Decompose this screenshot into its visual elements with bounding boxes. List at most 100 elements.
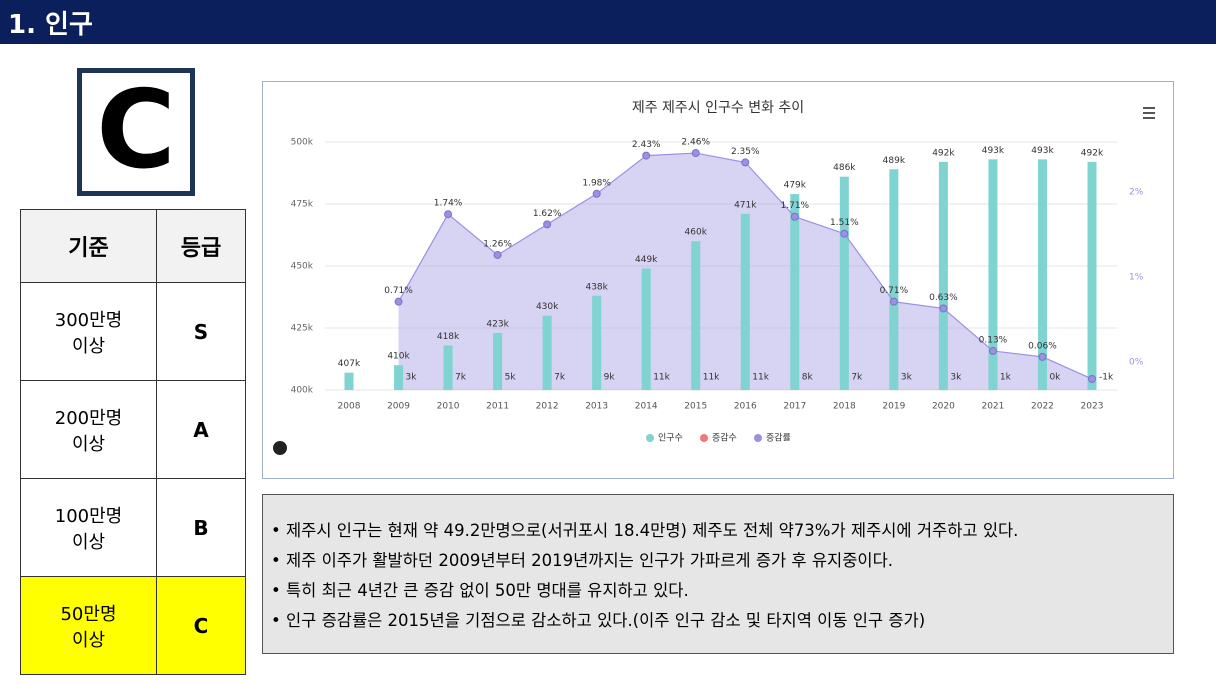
bar-label: 418k — [437, 332, 460, 342]
bar-label: 479k — [784, 181, 807, 191]
bullet-dot: • — [271, 551, 286, 570]
bar — [344, 372, 354, 390]
rate-point — [543, 220, 552, 229]
change-label: 5k — [505, 373, 517, 383]
bullet-text: 제주 이주가 활발하던 2009년부터 2019년까지는 인구가 가파르게 증가… — [285, 551, 893, 570]
table-cell: A — [156, 380, 246, 479]
x-tick-label: 2014 — [635, 402, 658, 412]
legend-label: 증감수 — [712, 432, 737, 444]
y-tick-label: 475k — [291, 200, 314, 210]
bullet: • 제주 이주가 활발하던 2009년부터 2019년까지는 인구가 가파르게 … — [271, 547, 1173, 577]
x-tick-label: 2020 — [932, 402, 955, 412]
y2-tick-label: 0% — [1129, 357, 1144, 367]
change-label: -1k — [1099, 373, 1114, 383]
grade-table: 기준 등급 300만명 이상 S 200만명 이상 A 100만명 이상 B 50만명 … — [20, 209, 246, 675]
bar-label: 407k — [338, 359, 361, 369]
rate-label: 0.71% — [880, 286, 909, 296]
x-tick-label: 2021 — [981, 402, 1004, 412]
rate-point — [1038, 352, 1047, 361]
bar — [443, 345, 453, 390]
bullet-dot: • — [271, 611, 286, 630]
table-header: 등급 — [156, 209, 246, 283]
table-cell: 100만명 이상 — [20, 478, 157, 577]
bar-label: 471k — [734, 200, 757, 210]
bullet: • 특히 최근 4년간 큰 증감 없이 50만 명대를 유지하고 있다. — [271, 577, 1173, 607]
bullet-dot: • — [271, 581, 286, 600]
change-label: 11k — [703, 373, 720, 383]
bullet-dot: • — [271, 521, 286, 540]
x-tick-label: 2015 — [684, 402, 707, 412]
bullet: • 제주시 인구는 현재 약 49.2만명으로(서귀포시 18.4만명) 제주도… — [271, 517, 1173, 547]
x-tick-label: 2009 — [387, 402, 410, 412]
y-tick-label: 425k — [291, 324, 314, 334]
bar — [691, 241, 701, 390]
rate-point — [741, 158, 750, 167]
bar-label: 493k — [1031, 146, 1054, 156]
x-tick-label: 2008 — [338, 402, 361, 412]
rate-point — [840, 229, 849, 238]
bar — [839, 176, 849, 390]
change-label: 9k — [604, 373, 616, 383]
change-label: 3k — [901, 373, 913, 383]
bar-label: 449k — [635, 255, 658, 265]
chart: 제주 제주시 인구수 변화 추이 400k 425k 450k 475k 500k 0% 1… — [273, 100, 1155, 455]
table-header: 기준 — [20, 209, 157, 283]
y-tick-label: 500k — [291, 138, 314, 148]
rate-label: 2.35% — [731, 147, 760, 157]
legend-swatch — [754, 434, 762, 442]
table-cell: 200만명 이상 — [20, 380, 157, 479]
bar-label: 423k — [486, 319, 509, 329]
rate-point — [691, 149, 700, 158]
y2-tick-label: 1% — [1129, 273, 1144, 283]
rate-label: 2.46% — [681, 138, 710, 148]
rate-label: 0.71% — [384, 286, 413, 296]
bar — [938, 161, 948, 390]
header-title: 1. 인구 — [0, 0, 1216, 44]
grade-letter: C — [77, 68, 195, 196]
table-cell: B — [156, 478, 246, 577]
x-tick-label: 2011 — [486, 402, 509, 412]
change-label: 0k — [1049, 373, 1061, 383]
change-label: 8k — [802, 373, 814, 383]
bullet-text: 인구 증감률은 2015년을 기점으로 감소하고 있다.(이주 인구 감소 및 … — [285, 611, 926, 630]
change-label: 7k — [455, 373, 467, 383]
bar — [394, 365, 404, 390]
rate-label: 0.63% — [929, 293, 958, 303]
logo-icon — [273, 441, 287, 455]
change-label: 3k — [406, 373, 418, 383]
menu-icon[interactable] — [1143, 107, 1155, 119]
rate-label: 1.74% — [434, 199, 463, 209]
x-tick-label: 2018 — [833, 402, 856, 412]
y-tick-label: 400k — [291, 386, 314, 396]
x-tick-label: 2010 — [437, 402, 460, 412]
x-tick-label: 2016 — [734, 402, 757, 412]
bar — [889, 169, 899, 390]
bar — [988, 159, 998, 390]
bullet-text: 특히 최근 4년간 큰 증감 없이 50만 명대를 유지하고 있다. — [285, 581, 689, 600]
legend-label: 증감률 — [766, 432, 791, 444]
change-label: 3k — [950, 373, 962, 383]
rate-point — [1088, 374, 1096, 383]
change-label: 11k — [752, 373, 769, 383]
change-label: 7k — [554, 373, 566, 383]
rate-label: 0.13% — [979, 335, 1008, 345]
rate-label: 1.98% — [582, 178, 611, 188]
bar — [641, 268, 651, 390]
bar-label: 489k — [883, 156, 906, 166]
y-tick-label: 450k — [291, 262, 314, 272]
bar-label: 430k — [536, 302, 559, 312]
rate-point — [889, 297, 898, 306]
table-cell: C — [156, 576, 246, 675]
bar-label: 460k — [685, 228, 708, 238]
x-tick-label: 2012 — [536, 402, 559, 412]
table-cell: 300만명 이상 — [20, 282, 157, 381]
rate-point — [493, 250, 502, 259]
rate-point — [790, 212, 799, 221]
bar-label: 493k — [982, 146, 1005, 156]
x-tick-label: 2019 — [882, 402, 905, 412]
bar — [1037, 159, 1047, 390]
bar — [493, 332, 503, 390]
x-tick-label: 2023 — [1081, 402, 1104, 412]
rate-point — [939, 304, 948, 313]
bar-label: 410k — [387, 352, 410, 362]
